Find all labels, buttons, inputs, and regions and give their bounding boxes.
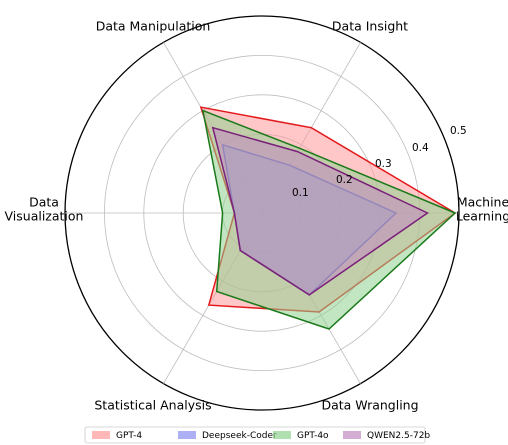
axis-label: Data [29, 195, 59, 210]
series-polygon-qwen2-5-72b [211, 126, 429, 296]
radial-tick-label: 0.3 [375, 158, 392, 170]
axis-label: Data Wrangling [321, 398, 418, 413]
axis-label: Visualization [5, 209, 84, 224]
axis-label: Learning [456, 209, 508, 224]
radial-tick-label: 0.4 [412, 142, 429, 154]
legend-swatch [273, 431, 291, 439]
radial-tick-label: 0.2 [336, 174, 353, 186]
legend-label: GPT-4 [116, 431, 142, 441]
legend-label: Deepseek-Coder [202, 431, 277, 441]
radial-tick-label: 0.5 [450, 125, 467, 137]
axis-label: Statistical Analysis [94, 398, 211, 413]
legend-swatch [343, 431, 361, 439]
series-layer [199, 106, 457, 330]
legend-swatch [178, 431, 196, 439]
axis-label: Data Manipulation [96, 19, 211, 34]
legend-label: QWEN2.5-72b [367, 431, 430, 441]
legend: GPT-4 Deepseek-Coder GPT-4o QWEN2.5-72b [84, 426, 430, 444]
axis-label: Machine [457, 195, 508, 210]
legend-frame [84, 426, 426, 444]
legend-swatch [92, 431, 110, 439]
radial-tick-label: 0.1 [292, 187, 309, 199]
legend-label: GPT-4o [297, 431, 329, 441]
axis-label: Data Insight [332, 19, 408, 34]
